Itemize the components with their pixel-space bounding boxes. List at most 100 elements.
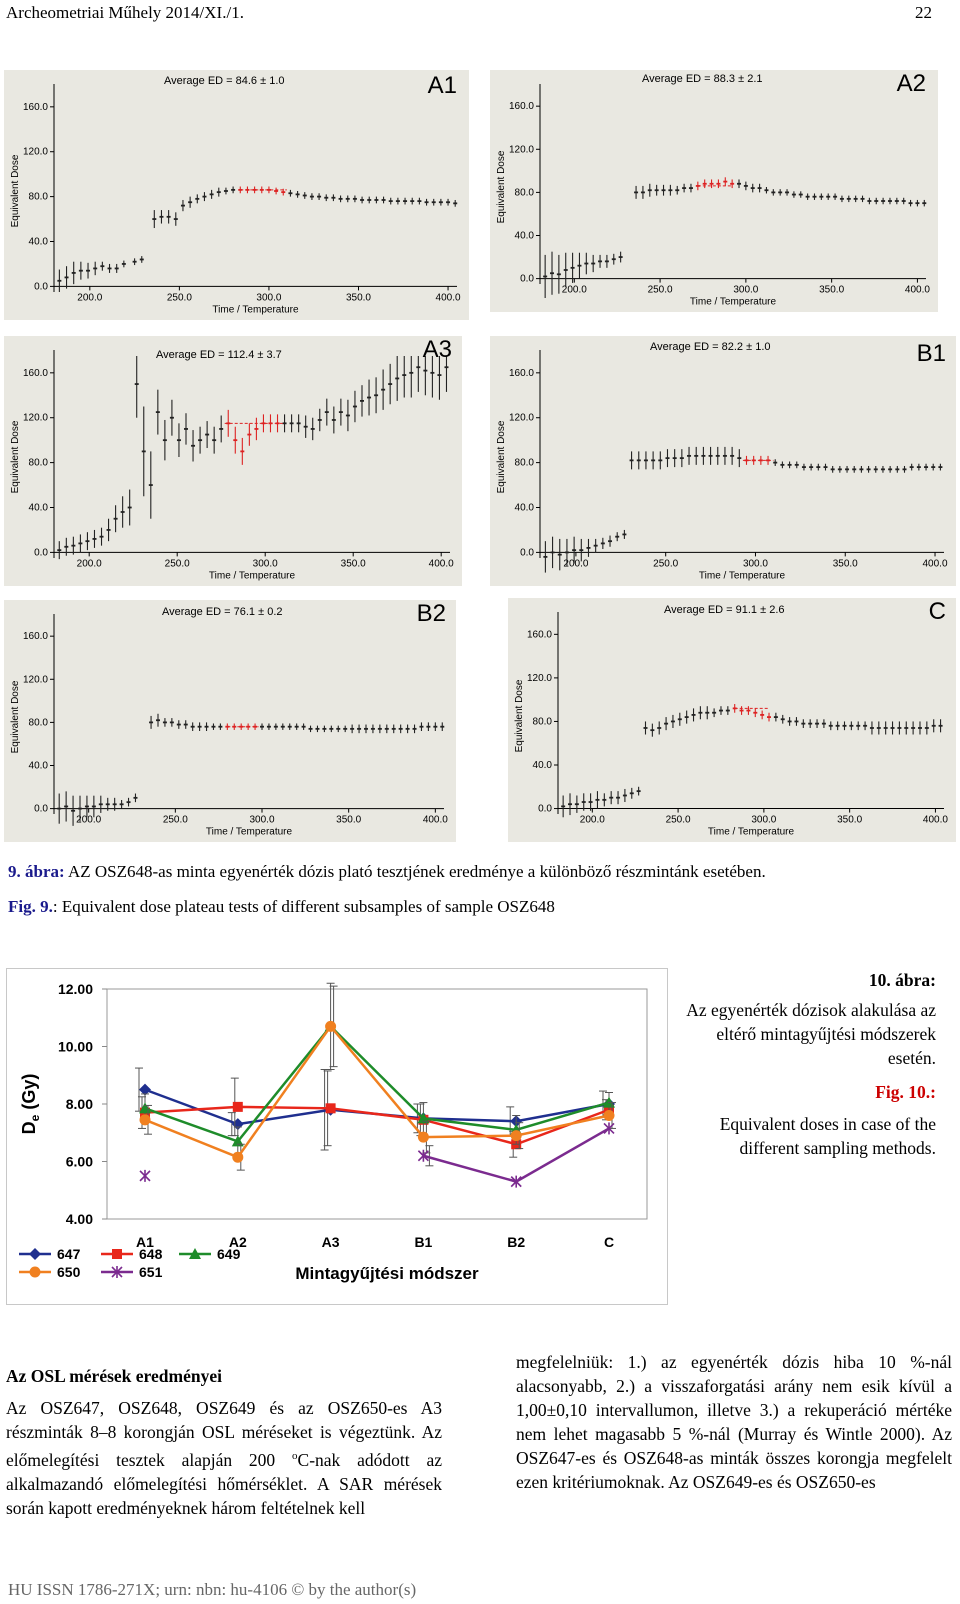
x-tick-label: 200.0 [77, 558, 102, 569]
panel-label: A3 [422, 336, 452, 363]
y-tick-label: 160.0 [23, 631, 48, 642]
y-axis-label: Equivalent Dose [10, 680, 21, 753]
x-tick-label: A2 [229, 1234, 247, 1250]
plateau-panel-a3: 200.0 250.0 300.0 350.0 400.0 160.0 120.0 80.0 4… [4, 336, 462, 586]
page-footer: HU ISSN 1786-271X; urn: nbn: hu-4106 © b… [8, 1580, 417, 1599]
x-tick-label: 200.0 [77, 292, 102, 303]
y-tick-label: 8.00 [66, 1096, 93, 1112]
section-column-1: Az OSL mérések eredményei Az OSZ647, OSZ… [6, 1364, 442, 1520]
y-tick-label: 80.0 [515, 187, 535, 198]
x-tick-label: 300.0 [733, 285, 758, 296]
plateau-plot-a1: 200.0 250.0 300.0 350.0 400.0 160.0 120.0 80.0 4… [10, 84, 461, 315]
x-tick-label: 250.0 [648, 285, 673, 296]
y-tick-label: 0.0 [34, 547, 48, 558]
data-point-650 [510, 1130, 522, 1142]
x-tick-label: 400.0 [923, 558, 948, 569]
legend-marker-651 [111, 1266, 123, 1278]
plateau-plot-b1: 200.0 250.0 300.0 350.0 400.0 160.0 120.0 80.0 4… [496, 350, 948, 581]
data-point-651 [139, 1169, 151, 1182]
data-point-648 [232, 1101, 243, 1112]
legend-marker-650 [29, 1266, 41, 1278]
plateau-plot-a3: 200.0 250.0 300.0 350.0 400.0 160.0 120.0 80.0 4… [10, 350, 454, 581]
x-axis-label: Time / Temperature [708, 827, 795, 838]
panel-label: C [928, 598, 946, 625]
legend-label-650: 650 [57, 1264, 81, 1280]
plateau-panel-b1: 200.0 250.0 300.0 350.0 400.0 160.0 120.0 80.0 4… [490, 336, 956, 586]
page-number: 22 [915, 3, 932, 22]
y-tick-label: 80.0 [29, 717, 49, 728]
x-tick-label: 200.0 [563, 558, 588, 569]
fig10-chart: 12.00 10.00 8.00 6.00 4.00 A1 A2 A3 B1 B2 C De (Gy)… [19, 981, 648, 1283]
fig10-text-en: Equivalent doses in case of the differen… [719, 1114, 936, 1158]
data-point-651 [603, 1122, 615, 1135]
x-tick-label: 250.0 [165, 558, 190, 569]
y-tick-label: 160.0 [509, 101, 534, 112]
y-tick-label: 6.00 [66, 1154, 93, 1170]
data-point-650 [139, 1114, 151, 1126]
panel-average-ed: Average ED = 88.3 ± 2.1 [642, 73, 763, 85]
data-point-650 [325, 1020, 337, 1032]
y-tick-label: 120.0 [23, 674, 48, 685]
x-tick-label: 400.0 [923, 815, 948, 826]
x-tick-label: B2 [507, 1234, 525, 1250]
x-axis-label: Time / Temperature [209, 570, 296, 581]
plateau-plot-b2: 200.0 250.0 300.0 350.0 400.0 160.0 120.0 80.0 4… [10, 614, 448, 838]
legend-marker-649 [189, 1248, 201, 1259]
panel-label: A1 [427, 72, 457, 99]
legend-label-648: 648 [139, 1246, 163, 1262]
panel-average-ed: Average ED = 91.1 ± 2.6 [664, 604, 785, 616]
x-tick-label: A3 [322, 1234, 340, 1250]
legend-marker-648 [112, 1249, 122, 1259]
y-axis-label: Equivalent Dose [10, 420, 21, 493]
data-point-651 [510, 1175, 522, 1188]
y-tick-label: 160.0 [23, 368, 48, 379]
y-tick-label: 120.0 [509, 144, 534, 155]
x-tick-label: 350.0 [346, 292, 371, 303]
legend-label-647: 647 [57, 1246, 81, 1262]
y-tick-label: 0.0 [520, 274, 534, 285]
journal-title: Archeometriai Műhely 2014/XI./1. [6, 3, 244, 22]
legend-label-651: 651 [139, 1264, 163, 1280]
fig10-label-hu: 10. ábra: [868, 970, 936, 990]
section-column-2: megfelelniük: 1.) az egyenérték dózis hi… [516, 1352, 952, 1492]
y-tick-label: 10.00 [58, 1039, 93, 1055]
panel-average-ed: Average ED = 82.2 ± 1.0 [650, 341, 771, 353]
section-paragraph-1: Az OSZ647, OSZ648, OSZ649 és az OSZ650-e… [6, 1398, 443, 1518]
fig10-chart-frame: 12.00 10.00 8.00 6.00 4.00 A1 A2 A3 B1 B2 C De (Gy)… [6, 968, 668, 1305]
panel-label: A2 [896, 70, 926, 97]
x-tick-label: 250.0 [653, 558, 678, 569]
x-tick-label: 300.0 [256, 292, 281, 303]
x-tick-label: 300.0 [743, 558, 768, 569]
plateau-panel-a2: 200.0 250.0 300.0 350.0 400.0 160.0 120.0 80.0 4… [490, 70, 938, 312]
x-tick-label: C [604, 1234, 614, 1250]
x-tick-label: 200.0 [562, 285, 587, 296]
y-tick-label: 80.0 [515, 458, 535, 469]
y-tick-label: 0.0 [34, 804, 48, 815]
x-tick-label: 400.0 [429, 558, 454, 569]
x-tick-label: 250.0 [666, 815, 691, 826]
legend-label-649: 649 [217, 1246, 241, 1262]
y-tick-label: 40.0 [515, 503, 535, 514]
data-point-649 [231, 1135, 244, 1147]
y-axis-label: Equivalent Dose [514, 679, 525, 752]
y-tick-label: 120.0 [527, 673, 552, 684]
y-tick-label: 40.0 [533, 760, 553, 771]
fig10-caption: 10. ábra: Az egyenérték dózisok alakulás… [666, 968, 936, 1160]
plateau-panel-c: 200.0 250.0 300.0 350.0 400.0 160.0 120.0 80.0 4… [508, 598, 956, 842]
fig9-caption-hu: 9. ábra: AZ OSZ648-as minta egyenérték d… [8, 862, 766, 881]
y-axis-label: Equivalent Dose [496, 420, 507, 493]
panel-label: B2 [416, 600, 446, 627]
y-tick-label: 160.0 [23, 102, 48, 113]
data-point-651 [417, 1149, 429, 1162]
x-tick-label: 350.0 [341, 558, 366, 569]
data-point-650 [603, 1110, 615, 1121]
panel-average-ed: Average ED = 76.1 ± 0.2 [162, 606, 283, 618]
fig10-text-hu: Az egyenérték dózisok alakulása az eltér… [686, 1000, 936, 1068]
legend-marker-647 [29, 1248, 41, 1260]
y-axis-label: Equivalent Dose [10, 154, 21, 227]
x-tick-label: 300.0 [249, 815, 274, 826]
fig10-label-en: Fig. 10.: [875, 1082, 936, 1102]
panel-average-ed: Average ED = 112.4 ± 3.7 [156, 349, 282, 361]
y-tick-label: 0.0 [538, 804, 552, 815]
x-tick-label: 400.0 [905, 285, 930, 296]
